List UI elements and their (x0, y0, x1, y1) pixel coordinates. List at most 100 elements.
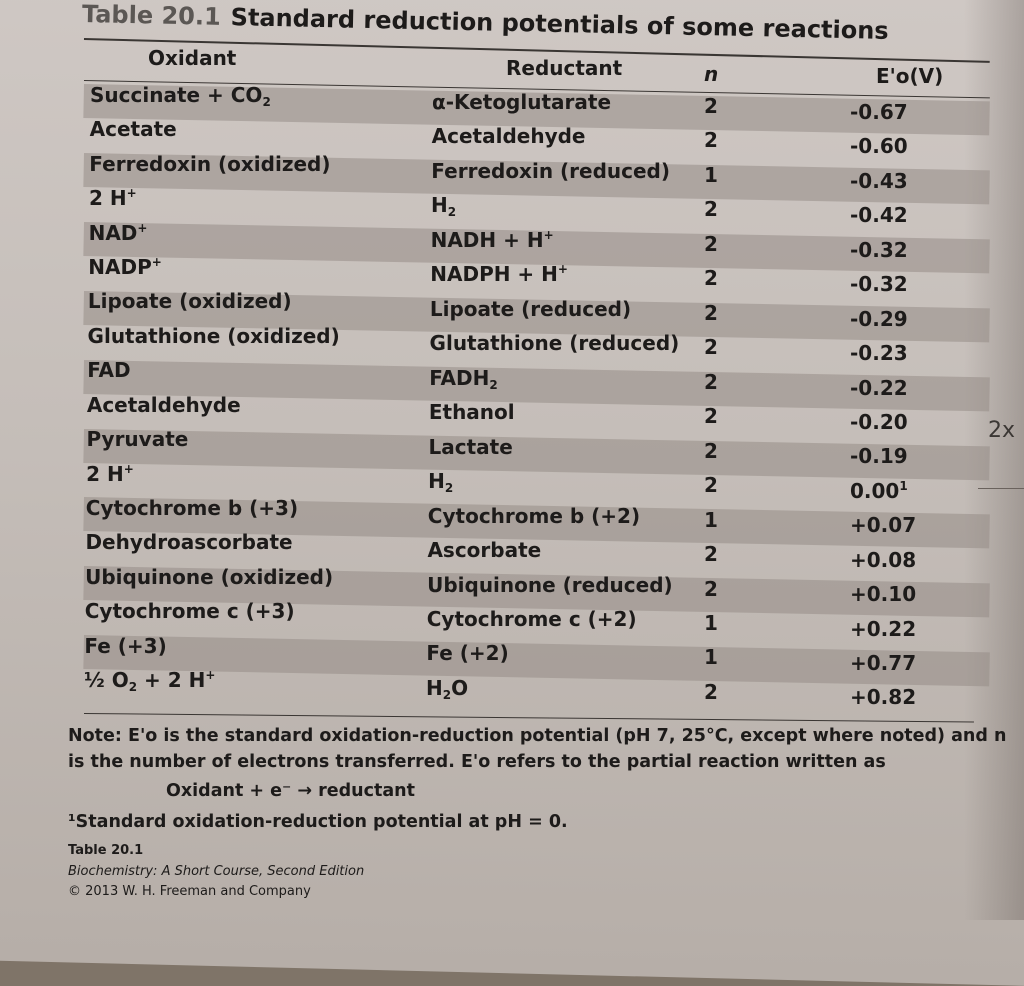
cell-potential: -0.42 (850, 203, 908, 227)
handwritten-note: 2x (988, 418, 1016, 443)
oxidant-text: NADP (88, 255, 152, 280)
reductant-text: Ferredoxin (reduced) (431, 158, 671, 183)
cell-potential: -0.32 (850, 272, 908, 296)
cell-potential: 0.001 (850, 479, 908, 503)
cell-n: 2 (704, 404, 718, 429)
cell-n: 2 (704, 197, 718, 222)
cell-potential: +0.07 (850, 513, 916, 537)
potential-value: -0.32 (850, 237, 908, 262)
potential-value: +0.22 (850, 616, 917, 641)
pen-mark (978, 488, 1024, 489)
cell-n: 1 (704, 507, 718, 532)
reductant-text: Lactate (428, 434, 513, 459)
oxidant-superscript: + (137, 220, 148, 235)
cell-oxidant: NAD+ (89, 221, 148, 245)
oxidant-text: Cytochrome b (+3) (85, 495, 299, 520)
cell-reductant: Cytochrome b (+2) (428, 504, 640, 528)
cell-potential: -0.67 (850, 100, 908, 124)
cell-n: 2 (704, 94, 718, 118)
cell-n: 2 (704, 300, 718, 325)
potential-value: -0.60 (850, 134, 908, 159)
cell-oxidant: Acetate (90, 117, 177, 141)
oxidant-text: Ferredoxin (oxidized) (89, 151, 331, 176)
potential-value: -0.32 (850, 272, 908, 297)
reductant-text: α-Ketoglutarate (432, 90, 612, 114)
potential-value: +0.08 (850, 547, 917, 572)
oxidant-text: FAD (87, 358, 131, 383)
oxidant-superscript: + (126, 186, 137, 201)
oxidant-text: 2 H (86, 461, 124, 486)
table-body: Succinate + CO2 α-Ketoglutarate 2 -0.67 Acet… (83, 83, 990, 709)
oxidant-superscript: + (123, 461, 134, 476)
cell-n: 2 (704, 679, 718, 704)
cell-reductant: H2 (431, 193, 456, 219)
potential-value: +0.07 (850, 513, 917, 538)
cell-oxidant: Fe (+3) (84, 634, 166, 658)
cell-potential: +0.22 (850, 617, 916, 641)
potential-value: -0.29 (850, 306, 908, 331)
cell-reductant: Fe (+2) (426, 641, 508, 665)
cell-potential: +0.77 (850, 651, 916, 675)
cell-n: 2 (704, 369, 718, 394)
cell-reductant: NADH + H+ (431, 228, 554, 252)
cell-oxidant: Dehydroascorbate (85, 530, 292, 554)
reductant-text: Ubiquinone (reduced) (427, 572, 673, 597)
potential-value: +0.10 (850, 582, 917, 607)
cell-potential: +0.82 (850, 685, 916, 709)
footnote: ¹Standard oxidation-reduction potential … (68, 812, 568, 832)
cell-oxidant: Lipoate (oxidized) (88, 289, 292, 313)
oxidant-text: 2 H (88, 186, 127, 211)
cell-n: 2 (704, 231, 718, 256)
oxidant-text: ½ O (84, 667, 129, 692)
oxidant-text: Fe (+3) (84, 633, 167, 658)
reductant-text: Ethanol (428, 400, 515, 425)
cell-reductant: Ascorbate (427, 538, 541, 562)
potential-value: 0.00 (850, 478, 900, 503)
potential-value: -0.19 (850, 444, 908, 469)
cell-reductant: FADH2 (429, 366, 498, 392)
oxidant-tail: + 2 H (137, 667, 206, 692)
note-equation: Oxidant + e⁻ → reductant (166, 781, 415, 801)
oxidant-text: Lipoate (oxidized) (87, 289, 292, 314)
oxidant-text: NAD (88, 220, 138, 245)
cell-potential: -0.19 (850, 444, 908, 468)
cell-reductant: Ethanol (429, 400, 515, 424)
oxidant-subscript: 2 (128, 679, 138, 694)
cell-potential: -0.60 (850, 134, 908, 158)
reductant-subscript: 2 (489, 377, 498, 392)
cell-oxidant: 2 H+ (89, 186, 137, 210)
reductant-text: Cytochrome b (+2) (427, 503, 641, 528)
cell-oxidant: Cytochrome c (+3) (85, 599, 295, 623)
cell-potential: -0.32 (850, 238, 908, 262)
cell-potential: +0.08 (850, 548, 916, 572)
reductant-subscript: 2 (442, 687, 452, 702)
cell-reductant: α-Ketoglutarate (432, 90, 611, 114)
potential-value: -0.43 (850, 168, 908, 193)
oxidant-superscript: + (151, 255, 162, 270)
reductant-subscript: 2 (447, 205, 457, 220)
cell-n: 2 (704, 266, 718, 291)
cell-reductant: Glutathione (reduced) (430, 331, 680, 355)
cell-reductant: H2 (428, 469, 453, 495)
cell-n: 1 (704, 610, 718, 635)
potential-value: -0.42 (850, 203, 908, 228)
cell-n: 2 (704, 542, 718, 567)
reductant-superscript: + (543, 227, 554, 242)
cell-oxidant: Ferredoxin (oxidized) (89, 152, 330, 176)
reductant-text: Glutathione (reduced) (429, 331, 680, 356)
cell-reductant: Ferredoxin (reduced) (431, 159, 670, 183)
cell-oxidant: Pyruvate (87, 427, 189, 451)
cell-oxidant: Ubiquinone (oxidized) (85, 565, 333, 589)
oxidant-text: Acetaldehyde (86, 392, 241, 417)
oxidant-text: Glutathione (oxidized) (87, 323, 340, 348)
potential-value: -0.20 (850, 409, 908, 434)
note-line-1: Note: E'o is the standard oxidation-redu… (68, 726, 1007, 746)
reductant-superscript: + (557, 262, 568, 277)
cell-reductant: Lactate (429, 435, 513, 459)
cell-reductant: Lipoate (reduced) (430, 297, 631, 321)
potential-value: +0.82 (850, 685, 917, 710)
cell-reductant: Cytochrome c (+2) (427, 607, 637, 631)
potential-value: +0.77 (850, 651, 917, 675)
header-oxidant: Oxidant (148, 46, 237, 70)
potential-value: -0.23 (850, 341, 908, 366)
